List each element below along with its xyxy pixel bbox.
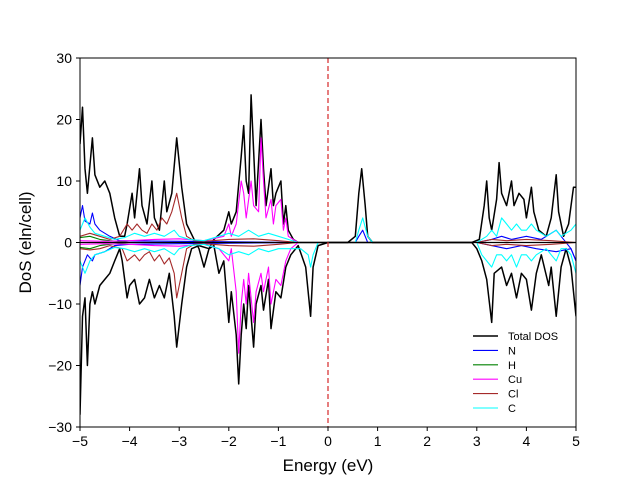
series-n-down bbox=[80, 241, 576, 286]
y-tick-label: 0 bbox=[64, 235, 72, 251]
y-tick-label: 30 bbox=[56, 50, 72, 66]
series-c-down bbox=[80, 241, 576, 274]
y-axis-ticks: −30 −20 −10 0 10 20 30 bbox=[48, 50, 80, 435]
y-tick-label: −30 bbox=[48, 419, 72, 435]
x-tick-label: 0 bbox=[324, 433, 332, 449]
legend-label-h: H bbox=[508, 360, 516, 372]
y-axis-label: DoS (eln/cell) bbox=[16, 191, 35, 293]
legend-label-c: C bbox=[508, 403, 516, 415]
x-tick-label: −2 bbox=[221, 433, 237, 449]
x-axis-ticks: −5 −4 −3 −2 −1 0 1 2 3 4 5 bbox=[72, 427, 580, 449]
legend-label-total-dos: Total DOS bbox=[508, 331, 558, 343]
y-tick-label: −10 bbox=[48, 296, 72, 312]
x-tick-label: 2 bbox=[423, 433, 431, 449]
legend-label-n: N bbox=[508, 345, 516, 357]
x-tick-label: 1 bbox=[374, 433, 382, 449]
y-tick-label: 10 bbox=[56, 173, 72, 189]
x-tick-label: 3 bbox=[473, 433, 481, 449]
x-tick-label: 5 bbox=[572, 433, 580, 449]
series-c-up bbox=[80, 217, 576, 244]
x-tick-label: −1 bbox=[270, 433, 286, 449]
series-n-up bbox=[80, 205, 576, 262]
x-tick-label: −4 bbox=[122, 433, 138, 449]
legend-label-cl: Cl bbox=[508, 389, 518, 401]
legend-label-cu: Cu bbox=[508, 374, 522, 386]
x-tick-label: 4 bbox=[523, 433, 531, 449]
x-tick-label: −5 bbox=[72, 433, 88, 449]
y-tick-label: −20 bbox=[48, 358, 72, 374]
y-tick-label: 20 bbox=[56, 112, 72, 128]
x-axis-label: Energy (eV) bbox=[283, 456, 374, 475]
series-total-dos-up bbox=[80, 94, 576, 268]
series-total-dos-down bbox=[80, 241, 576, 415]
x-tick-label: −3 bbox=[171, 433, 187, 449]
legend: Total DOS NH Cu Cl C bbox=[473, 331, 558, 415]
